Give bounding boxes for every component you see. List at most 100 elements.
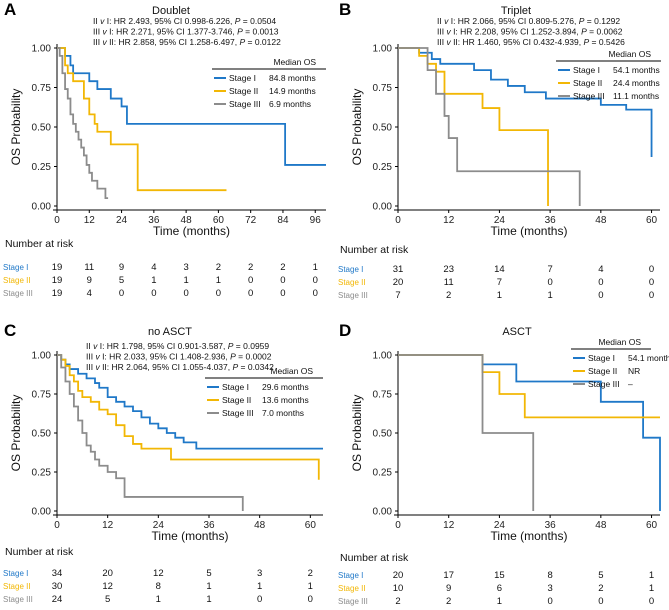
legend-series-name: Stage I — [222, 382, 249, 392]
risk-value: 3 — [257, 568, 262, 579]
x-tick-label: 84 — [277, 215, 289, 226]
km-curve-stage-ii — [57, 47, 227, 192]
legend-median: 24.4 months — [613, 78, 660, 88]
hr-stat-line: II v I: HR 1.798, 95% CI 0.901-3.587, P … — [86, 341, 269, 351]
hr-stat-line: III v II: HR 2.064, 95% CI 1.055-4.037, … — [86, 362, 274, 372]
risk-value: 1 — [313, 262, 318, 273]
x-tick-label: 0 — [395, 215, 401, 226]
risk-value: 1 — [206, 581, 211, 592]
x-tick-label: 24 — [116, 215, 128, 226]
risk-value: 12 — [153, 568, 164, 579]
x-tick-label: 24 — [494, 520, 506, 531]
y-tick-label: 0.75 — [32, 83, 52, 94]
legend-series-name: Stage I — [588, 353, 615, 363]
x-tick-label: 12 — [443, 520, 455, 531]
y-tick-label: 0.00 — [32, 507, 52, 518]
legend: Median OS Stage I 84.8 months Stage II 14.9 … — [212, 57, 326, 109]
x-tick-label: 36 — [545, 520, 557, 531]
km-curve-stage-iii — [57, 47, 109, 199]
risk-value: 9 — [446, 583, 451, 594]
risk-value: 2 — [216, 262, 221, 273]
legend-series-name: Stage III — [222, 408, 254, 418]
legend-series-name: Stage I — [229, 73, 256, 83]
risk-value: 2 — [308, 568, 313, 579]
risk-value: 0 — [649, 596, 654, 607]
risk-row-label: Stage I — [3, 569, 28, 578]
legend-title: Median OS — [270, 366, 313, 376]
risk-value: 4 — [87, 288, 92, 299]
risk-row-label: Stage III — [338, 291, 368, 300]
risk-row-label: Stage I — [3, 263, 28, 272]
x-axis-title: Time (months) — [491, 529, 568, 543]
x-tick-label: 72 — [245, 215, 257, 226]
x-axis-title: Time (months) — [152, 529, 229, 543]
hr-stat-line: III v I: HR 2.208, 95% CI 1.252-3.894, P… — [437, 27, 623, 37]
x-tick-label: 0 — [54, 215, 60, 226]
risk-value: 0 — [248, 288, 253, 299]
legend-median: 13.6 months — [262, 395, 309, 405]
x-tick-label: 36 — [545, 215, 557, 226]
hr-stat-line: III v II: HR 2.858, 95% CI 1.258-6.497, … — [93, 37, 281, 47]
y-tick-label: 1.00 — [32, 351, 52, 362]
panel-letter: C — [4, 321, 16, 340]
x-axis-title: Time (months) — [491, 224, 568, 238]
risk-value: 2 — [598, 583, 603, 594]
legend-series-name: Stage II — [588, 366, 617, 376]
km-curve-stage-iii — [398, 47, 581, 206]
legend-median: 84.8 months — [269, 73, 316, 83]
risk-value: 0 — [313, 288, 318, 299]
km-curve-stage-iii — [57, 354, 244, 511]
y-tick-label: 0.50 — [32, 123, 52, 134]
y-tick-label: 0.50 — [373, 429, 393, 440]
y-tick-label: 0.50 — [373, 123, 393, 134]
risk-value: 8 — [156, 581, 161, 592]
y-tick-label: 1.00 — [373, 44, 393, 55]
risk-table-title: Number at risk — [340, 244, 409, 256]
risk-row-label: Stage II — [338, 584, 366, 593]
risk-value: 23 — [443, 264, 454, 275]
risk-value: 5 — [119, 275, 124, 286]
risk-value: 11 — [444, 277, 454, 288]
legend-series-name: Stage II — [229, 86, 258, 96]
risk-value: 20 — [393, 570, 404, 581]
y-axis-title: OS Probability — [350, 89, 364, 166]
risk-value: 31 — [393, 264, 404, 275]
y-axis-title: OS Probability — [9, 89, 23, 166]
risk-value: 19 — [52, 262, 63, 273]
risk-value: 2 — [395, 596, 400, 607]
risk-value: 15 — [494, 570, 505, 581]
legend-title: Median OS — [273, 57, 316, 67]
x-tick-label: 60 — [305, 520, 317, 531]
legend-median: 7.0 months — [262, 408, 304, 418]
risk-value: 3 — [183, 262, 188, 273]
panel-letter: A — [4, 0, 16, 19]
risk-row-label: Stage I — [338, 571, 363, 580]
legend-median: 11.1 months — [613, 91, 659, 101]
risk-value: 1 — [156, 594, 161, 605]
x-tick-label: 12 — [102, 520, 114, 531]
risk-value: 20 — [393, 277, 404, 288]
legend-median: 29.6 months — [262, 382, 309, 392]
risk-value: 2 — [280, 262, 285, 273]
risk-value: 1 — [183, 275, 188, 286]
y-tick-label: 1.00 — [373, 351, 393, 362]
risk-value: 0 — [308, 594, 313, 605]
risk-value: 17 — [443, 570, 454, 581]
legend-title: Median OS — [608, 49, 651, 59]
risk-value: 0 — [280, 288, 285, 299]
risk-row-label: Stage II — [3, 276, 31, 285]
risk-value: 2 — [248, 262, 253, 273]
hr-stat-line: III v I: HR 2.033, 95% CI 1.408-2.936, P… — [86, 352, 272, 362]
km-curve-stage-ii — [398, 47, 549, 206]
x-tick-label: 60 — [213, 215, 225, 226]
risk-value: 14 — [494, 264, 505, 275]
risk-value: 1 — [206, 594, 211, 605]
risk-value: 5 — [206, 568, 211, 579]
x-tick-label: 48 — [595, 520, 607, 531]
legend-median: 14.9 months — [269, 86, 316, 96]
km-curve-stage-i — [57, 354, 323, 450]
panel-title: ASCT — [502, 326, 532, 338]
